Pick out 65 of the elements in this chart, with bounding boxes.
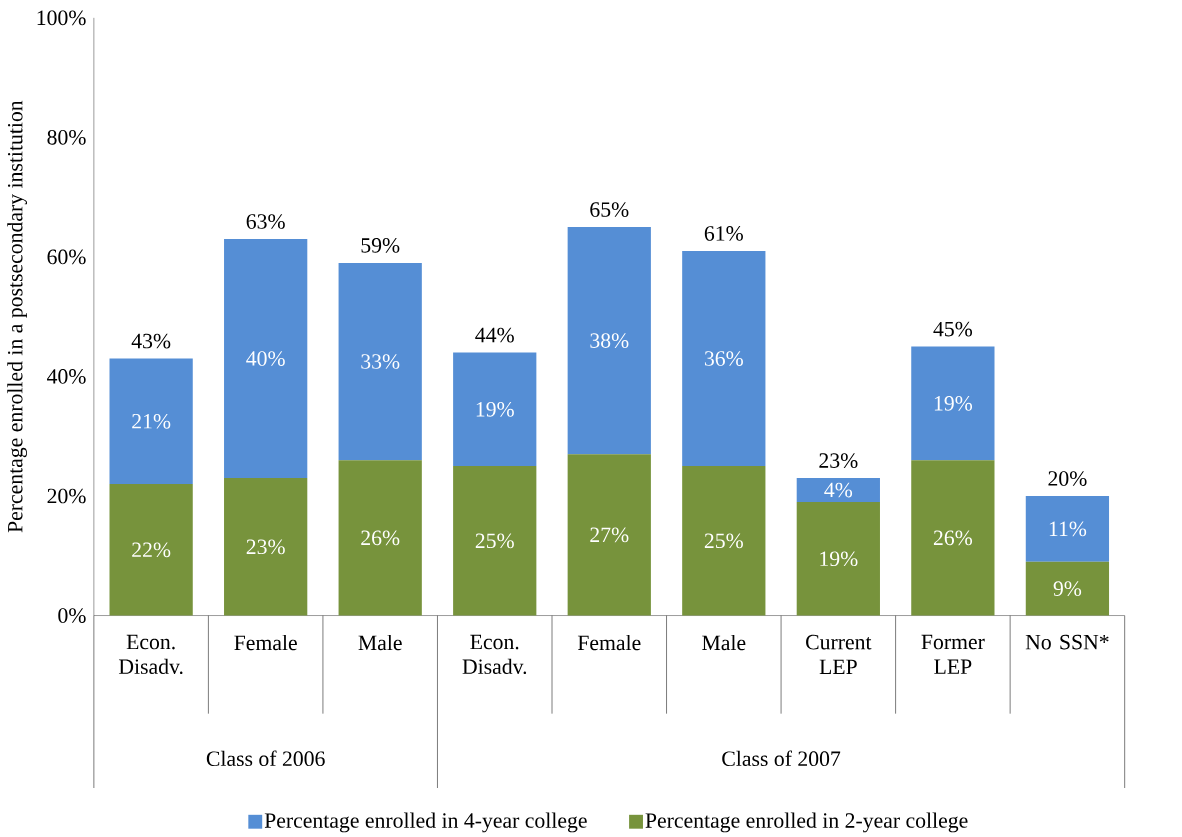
bar (796, 502, 880, 616)
total-label: 63% (246, 214, 285, 230)
data-label: 26% (361, 530, 400, 546)
text: Class of 2007 (722, 750, 841, 767)
bar (567, 454, 651, 616)
data-label: 36% (704, 351, 743, 367)
bar (109, 358, 193, 485)
y-tick-label: 80% (47, 130, 86, 145)
y-tick-label: 0% (58, 608, 86, 624)
bar (453, 466, 537, 616)
total-label: 59% (361, 238, 400, 253)
x-tick-label: Female (577, 635, 641, 651)
data-label: 25% (475, 533, 514, 549)
bar (1025, 561, 1110, 616)
total-label: 61% (704, 226, 743, 242)
data-label: 9% (1053, 581, 1082, 597)
x-tick-label: Former LEP (921, 635, 985, 674)
x-tick-label: Male (358, 635, 402, 651)
x-tick-label: Female (234, 635, 297, 651)
bar (1025, 496, 1110, 562)
y-tick-label: 60% (47, 249, 86, 265)
bar (224, 478, 308, 616)
data-label: 19% (820, 551, 858, 567)
bar (109, 484, 193, 616)
data-label: 33% (361, 354, 400, 370)
data-label: 27% (590, 527, 629, 543)
data-label: 22% (132, 542, 171, 558)
bar (796, 478, 880, 503)
data-label: 11% (1049, 521, 1087, 537)
x-tick-label: No SSN* (1025, 635, 1109, 650)
bar (224, 239, 308, 479)
x-tick-label: Male (702, 635, 746, 651)
data-label: 21% (132, 414, 171, 429)
x-tick-label: Econ. Disadv. (118, 635, 183, 675)
total-label: 23% (819, 453, 858, 469)
data-label: 25% (704, 533, 743, 549)
data-label: 4% (824, 482, 853, 498)
data-label: 19% (934, 396, 973, 411)
bar (682, 251, 766, 467)
x-tick-label: Current LEP (806, 635, 872, 675)
y-tick-label: 20% (47, 488, 86, 504)
total-label: 45% (933, 321, 973, 337)
bar (911, 346, 995, 461)
bar (567, 227, 651, 455)
text: Class of 2006 (206, 750, 325, 767)
data-label: 38% (590, 333, 629, 349)
bar (682, 466, 766, 616)
legend-label: Percentage enrolled in 2-year college (645, 812, 968, 833)
bar (338, 263, 422, 461)
legend-label: Percentage enrolled in 4-year college (264, 812, 587, 833)
bar (911, 460, 995, 616)
data-label: 40% (246, 351, 285, 367)
y-tick-label: 40% (47, 369, 86, 385)
data-label: 26% (933, 530, 973, 546)
bar (453, 352, 537, 467)
y-axis-title: Percentage enrolled in a postsecondary institution (7, 100, 28, 533)
bar (338, 460, 422, 616)
total-label: 43% (131, 333, 171, 349)
data-label: 23% (246, 539, 285, 555)
x-tick-label: Econ. Disadv. (462, 635, 527, 675)
total-label: 20% (1048, 471, 1087, 487)
total-label: 44% (475, 327, 514, 343)
data-label: 19% (476, 402, 514, 417)
total-label: 65% (590, 202, 629, 218)
y-tick-label: 100% (37, 10, 86, 26)
